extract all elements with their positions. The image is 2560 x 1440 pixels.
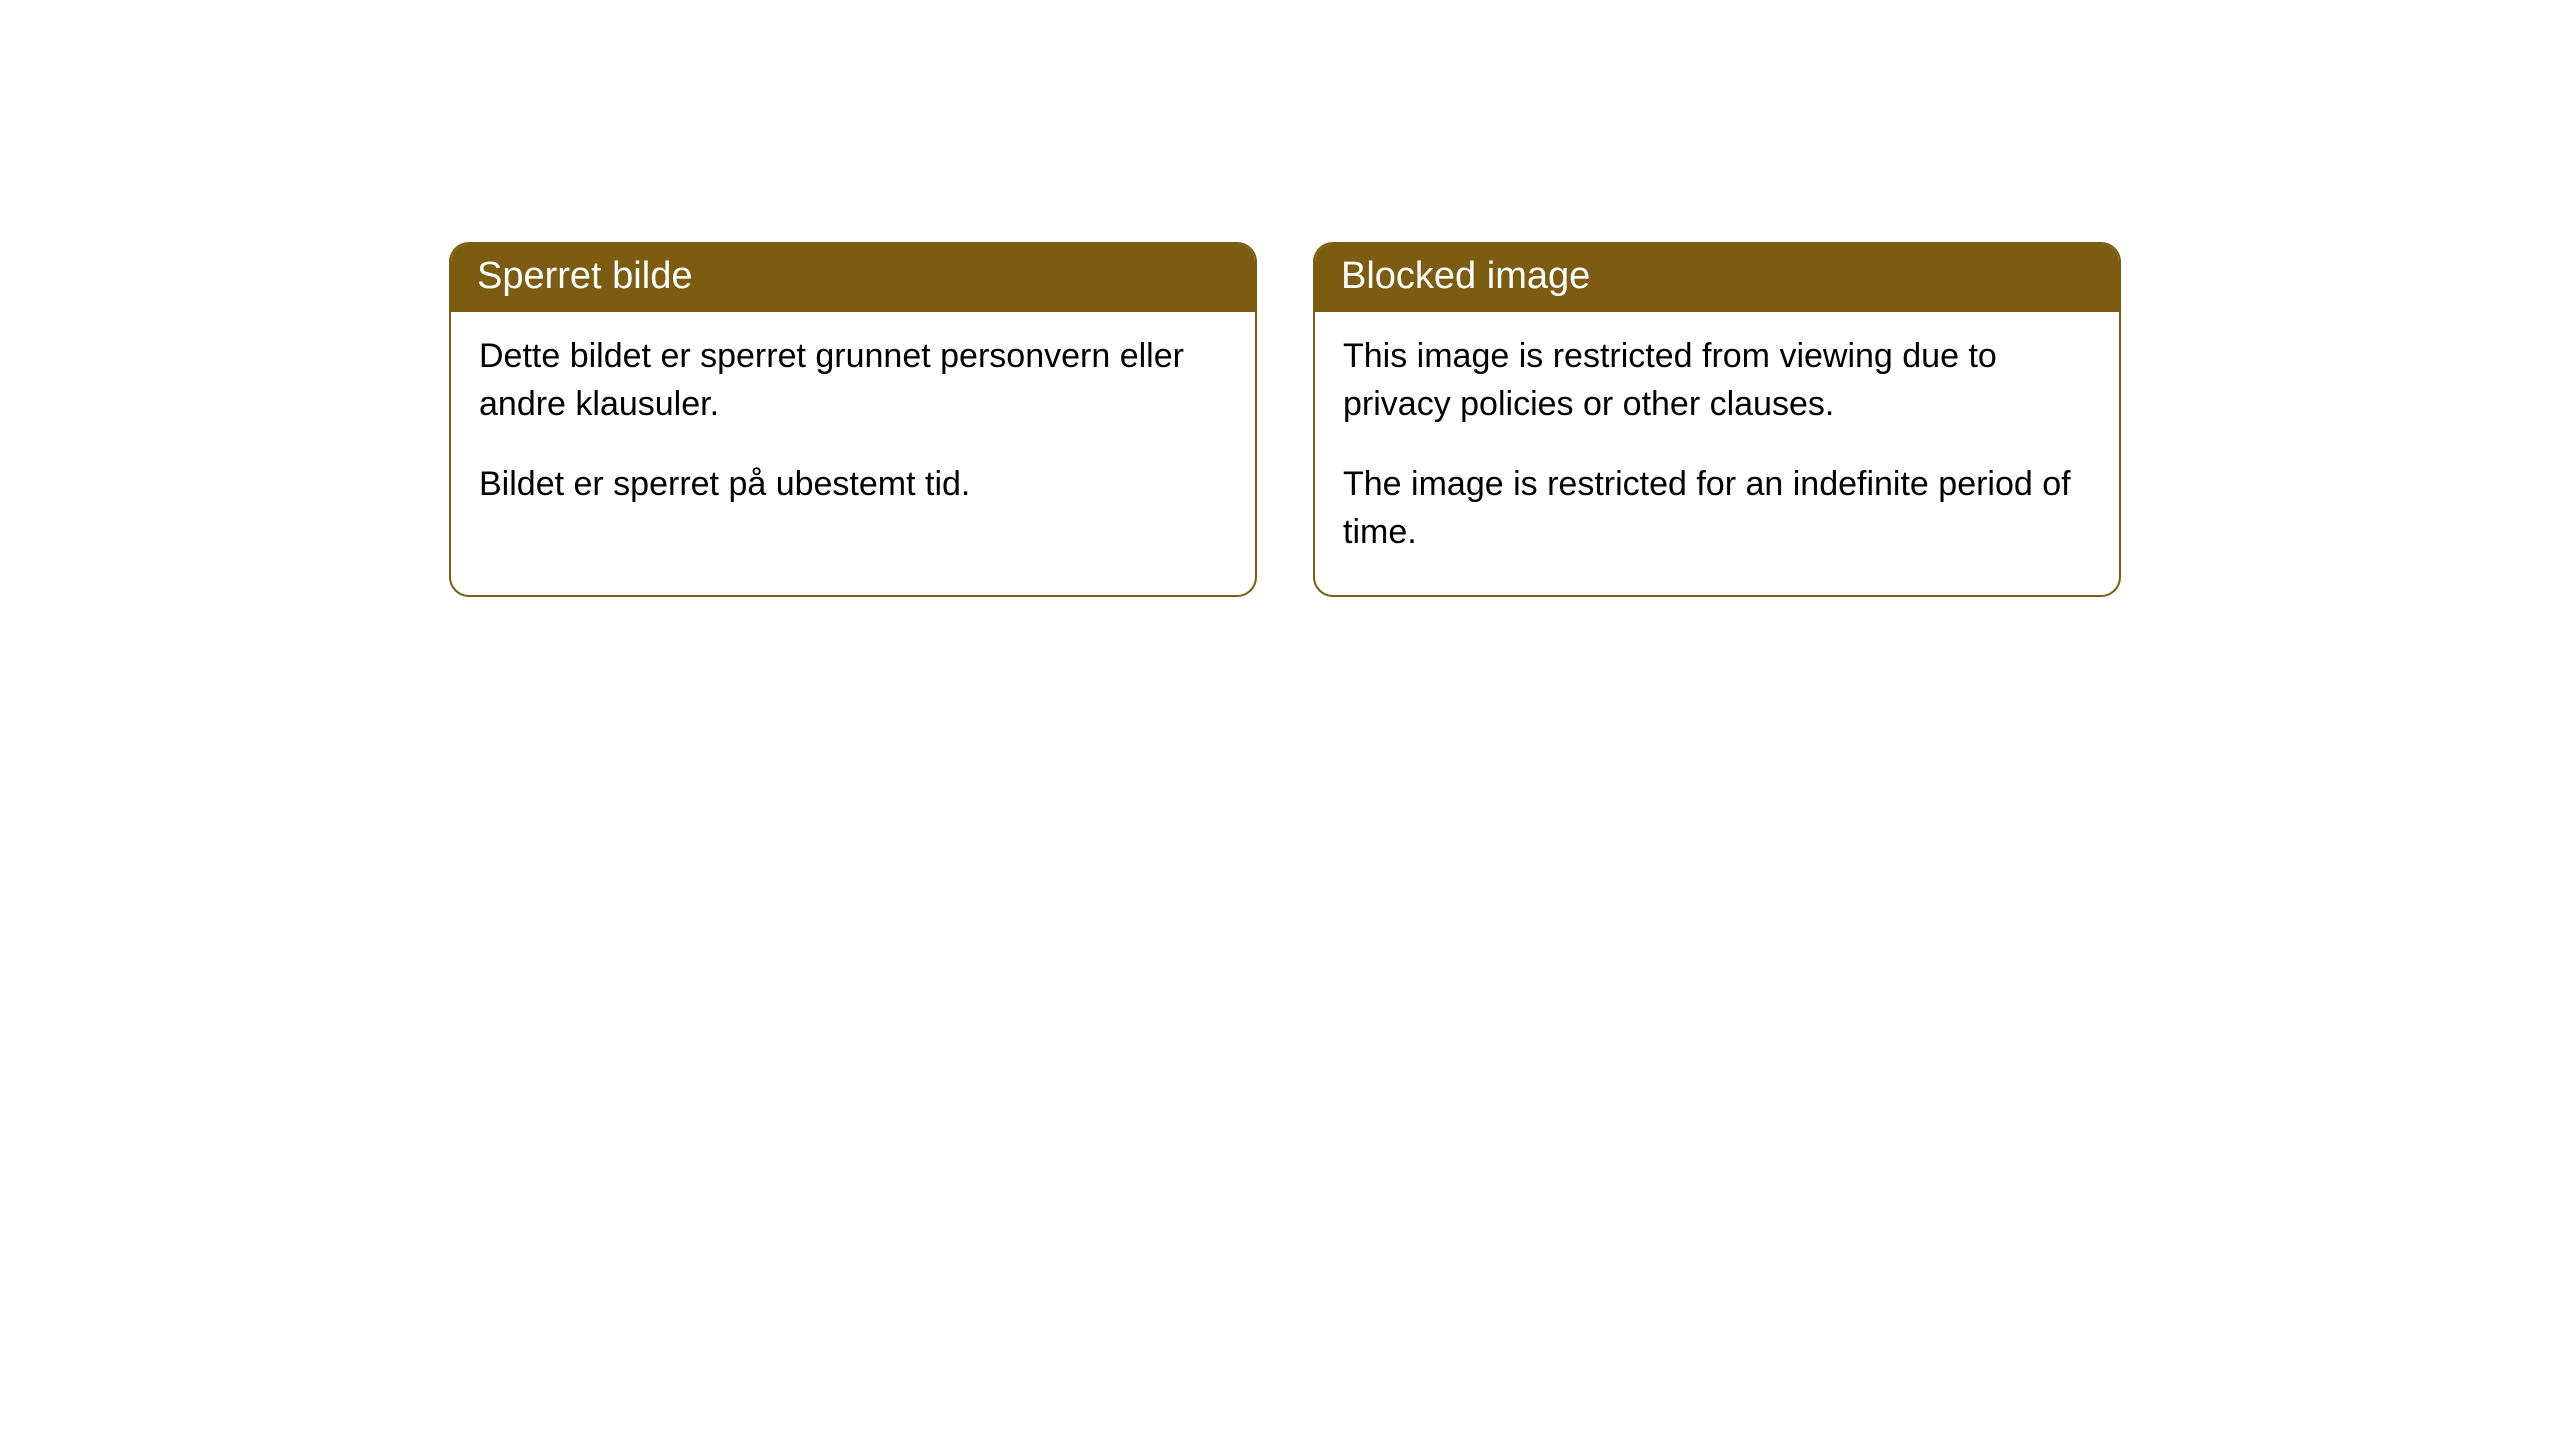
card-title-english: Blocked image — [1315, 244, 2119, 312]
card-norwegian: Sperret bilde Dette bildet er sperret gr… — [449, 242, 1257, 597]
card-body-norwegian: Dette bildet er sperret grunnet personve… — [451, 312, 1255, 547]
card-english: Blocked image This image is restricted f… — [1313, 242, 2121, 597]
card-paragraph-1-english: This image is restricted from viewing du… — [1343, 332, 2091, 429]
cards-container: Sperret bilde Dette bildet er sperret gr… — [0, 0, 2560, 597]
card-paragraph-1-norwegian: Dette bildet er sperret grunnet personve… — [479, 332, 1227, 429]
card-body-english: This image is restricted from viewing du… — [1315, 312, 2119, 595]
card-paragraph-2-english: The image is restricted for an indefinit… — [1343, 460, 2091, 557]
card-title-norwegian: Sperret bilde — [451, 244, 1255, 312]
card-paragraph-2-norwegian: Bildet er sperret på ubestemt tid. — [479, 460, 1227, 508]
